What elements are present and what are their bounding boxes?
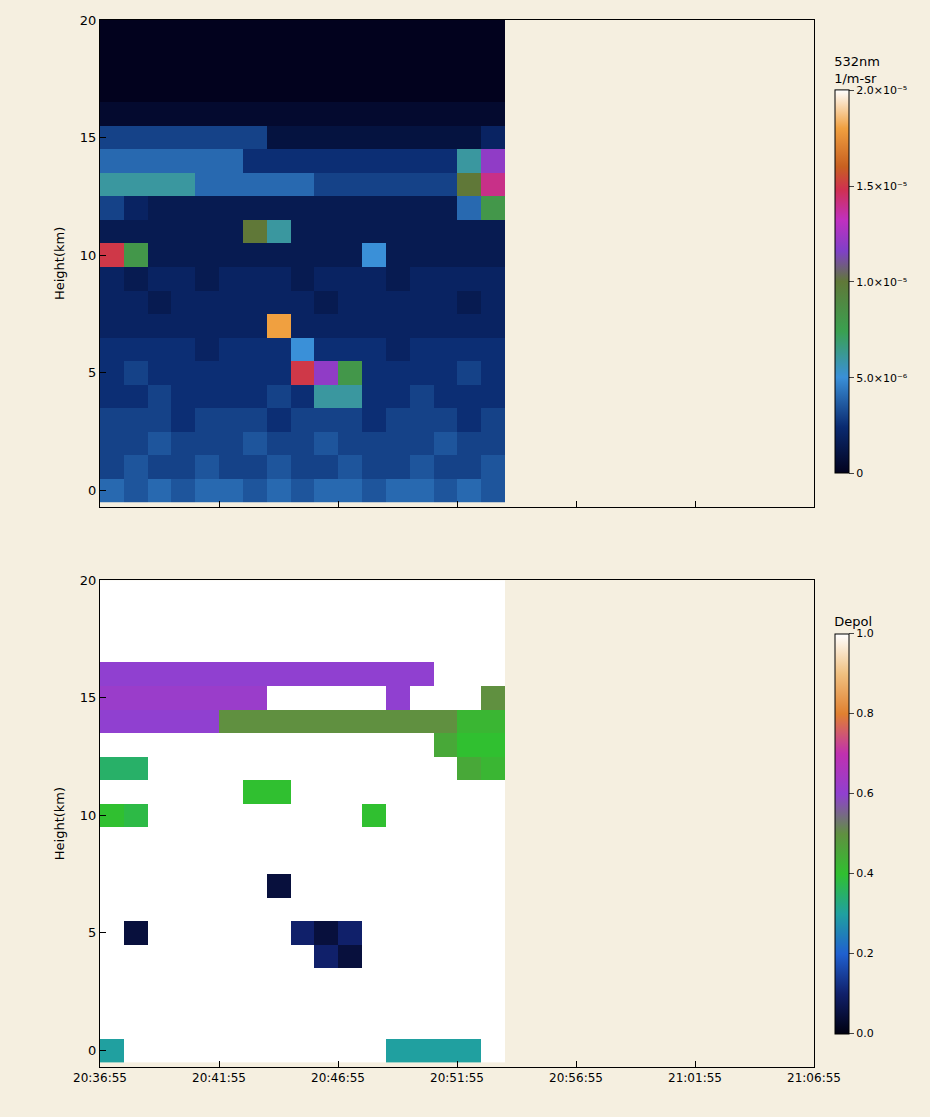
- svg-text:0: 0: [88, 483, 96, 498]
- svg-text:0.4: 0.4: [856, 867, 874, 880]
- svg-text:15: 15: [80, 130, 97, 145]
- svg-text:15: 15: [80, 690, 97, 705]
- svg-text:5.0×10⁻⁶: 5.0×10⁻⁶: [856, 371, 908, 384]
- svg-text:5: 5: [88, 925, 96, 940]
- svg-text:10: 10: [80, 808, 97, 823]
- svg-text:2.0×10⁻⁵: 2.0×10⁻⁵: [856, 84, 907, 97]
- svg-text:1.0×10⁻⁵: 1.0×10⁻⁵: [856, 276, 907, 289]
- svg-text:20: 20: [80, 13, 97, 28]
- svg-text:0.8: 0.8: [856, 707, 874, 720]
- svg-text:5: 5: [88, 365, 96, 380]
- svg-text:0: 0: [88, 1043, 96, 1058]
- svg-text:20:41:55: 20:41:55: [192, 1071, 246, 1085]
- svg-text:21:06:55: 21:06:55: [787, 1071, 841, 1085]
- svg-text:20: 20: [80, 573, 97, 588]
- svg-text:20:36:55: 20:36:55: [73, 1071, 127, 1085]
- svg-text:10: 10: [80, 248, 97, 263]
- svg-text:21:01:55: 21:01:55: [668, 1071, 722, 1085]
- svg-text:20:46:55: 20:46:55: [311, 1071, 365, 1085]
- svg-text:20:56:55: 20:56:55: [549, 1071, 603, 1085]
- svg-text:1.0: 1.0: [856, 627, 874, 640]
- svg-text:Depol: Depol: [834, 614, 872, 629]
- svg-text:0.6: 0.6: [856, 787, 874, 800]
- svg-text:Height(km): Height(km): [52, 787, 67, 860]
- svg-text:Height(km): Height(km): [52, 227, 67, 300]
- svg-text:20:51:55: 20:51:55: [430, 1071, 484, 1085]
- svg-text:532nm1/m-sr: 532nm1/m-sr: [834, 54, 880, 86]
- svg-text:0.2: 0.2: [856, 947, 874, 960]
- svg-text:1.5×10⁻⁵: 1.5×10⁻⁵: [856, 180, 907, 193]
- svg-text:0: 0: [856, 467, 863, 480]
- svg-text:0.0: 0.0: [856, 1027, 874, 1040]
